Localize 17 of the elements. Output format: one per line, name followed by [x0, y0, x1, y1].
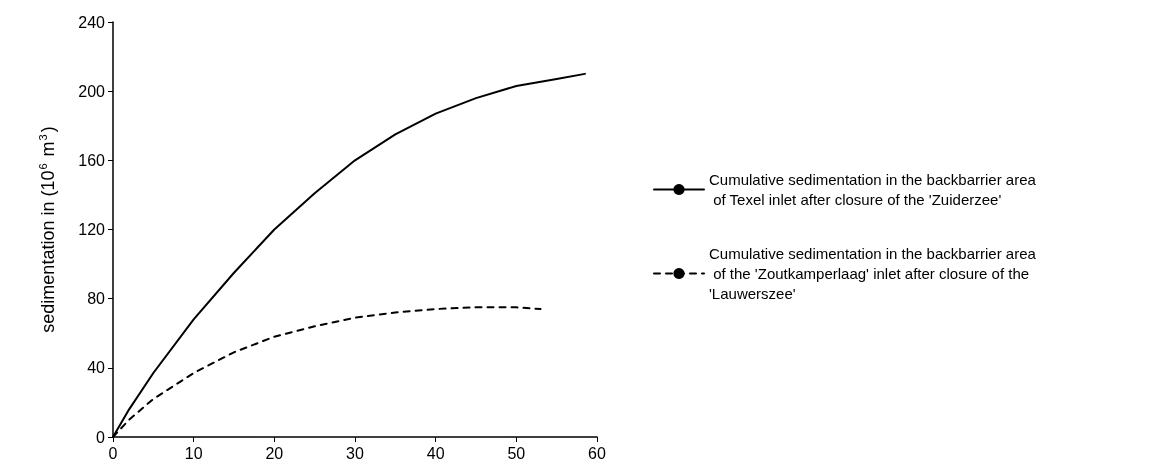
x-tick-label: 50 — [507, 444, 526, 462]
y-tick-label: 240 — [78, 13, 106, 31]
x-tick-label: 40 — [426, 444, 445, 462]
y-tick-label: 40 — [87, 359, 106, 377]
legend-label: Cumulative sedimentation in the backbarrier area of the 'Zoutkamperlaag' inlet after closure of the 'Lauwerszee' — [709, 245, 1037, 302]
legend-label: Cumulative sedimentation in the backbarrier area of Texel inlet after closure of the 'Zuiderzee' — [709, 171, 1037, 208]
y-axis-title: sedimentation in (106 m3) — [36, 126, 58, 333]
x-tick-label: 60 — [588, 444, 606, 462]
y-tick-label: 0 — [96, 428, 106, 446]
x-tick-label: 10 — [184, 444, 203, 462]
y-tick-label: 120 — [78, 221, 106, 238]
y-tick-label: 80 — [87, 290, 106, 308]
y-tick-label: 200 — [78, 82, 106, 100]
x-tick-label: 20 — [265, 444, 284, 462]
x-tick-label: 30 — [346, 444, 364, 462]
x-tick-label: 0 — [108, 444, 118, 462]
y-tick-label: 160 — [78, 151, 106, 169]
